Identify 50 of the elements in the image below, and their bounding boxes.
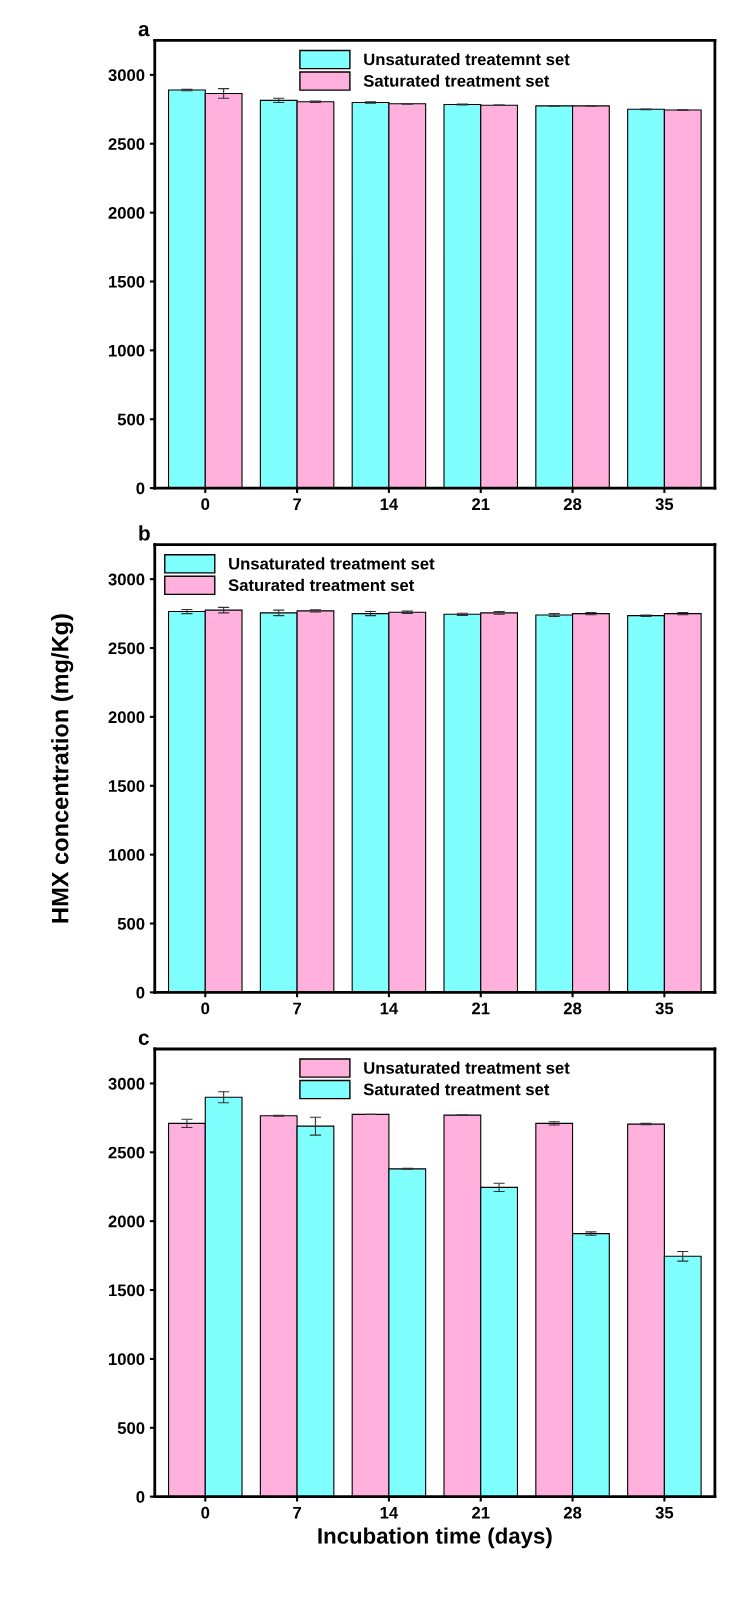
- y-tick-label: 1500: [109, 1284, 145, 1297]
- y-tick-label: 1500: [109, 275, 145, 288]
- x-tick-label: 21: [472, 1506, 490, 1519]
- y-tick-label: 2500: [108, 1146, 145, 1159]
- y-tick-label: 3000: [108, 1077, 145, 1090]
- x-tick-label: 0: [201, 1002, 210, 1015]
- y-tick-label: 500: [117, 413, 145, 426]
- y-tick-label: 2000: [108, 207, 145, 219]
- y-tick-label: 3000: [108, 573, 145, 586]
- x-tick-label: 7: [293, 498, 301, 510]
- y-tick-label: 500: [117, 917, 145, 930]
- y-tick-label: 1500: [109, 780, 145, 792]
- x-tick-label: 14: [380, 1506, 399, 1519]
- legend-label: Unsaturated treatment set: [229, 557, 435, 570]
- y-tick-label: 1000: [109, 849, 145, 861]
- x-tick-label: 28: [563, 1002, 582, 1015]
- legend-label: Unsaturated treatment set: [364, 1061, 570, 1074]
- legend-label: Saturated treatment set: [363, 74, 550, 87]
- y-tick-label: 3000: [108, 69, 145, 82]
- x-tick-label: 0: [201, 1506, 210, 1519]
- x-tick-label: 35: [655, 1002, 674, 1015]
- legend-label: Unsaturated treatemnt set: [364, 53, 570, 66]
- y-tick-label: 2500: [108, 642, 145, 655]
- y-axis-title: HMX concentration (mg/Kg): [51, 614, 74, 923]
- x-tick-label: 28: [563, 498, 582, 511]
- chart-title: a: [138, 24, 150, 37]
- x-tick-label: 7: [293, 1506, 301, 1519]
- chart-title: c: [138, 1033, 149, 1045]
- y-tick-label: 2000: [108, 1215, 145, 1228]
- x-tick-label: 14: [380, 498, 399, 510]
- x-tick-label: 7: [293, 1002, 301, 1015]
- x-axis-title: Incubation time (days): [318, 1527, 552, 1549]
- x-tick-label: 0: [201, 498, 210, 511]
- y-tick-label: 2000: [108, 711, 145, 724]
- x-tick-label: 28: [563, 1506, 582, 1519]
- x-tick-label: 35: [655, 1506, 674, 1519]
- x-tick-label: 35: [655, 498, 674, 511]
- legend-label: Saturated treatment set: [363, 1083, 550, 1096]
- chart-title: b: [139, 525, 150, 541]
- y-tick-label: 1000: [109, 344, 145, 357]
- y-tick-label: 0: [136, 482, 145, 495]
- y-tick-label: 0: [136, 986, 145, 999]
- legend-label: Saturated treatment set: [228, 578, 415, 592]
- y-tick-label: 500: [117, 1422, 145, 1434]
- y-tick-label: 2500: [108, 138, 145, 150]
- x-tick-label: 21: [472, 498, 490, 510]
- x-tick-label: 14: [380, 1002, 399, 1015]
- x-tick-label: 21: [472, 1002, 490, 1015]
- y-tick-label: 1000: [109, 1353, 145, 1366]
- y-tick-label: 0: [136, 1491, 145, 1503]
